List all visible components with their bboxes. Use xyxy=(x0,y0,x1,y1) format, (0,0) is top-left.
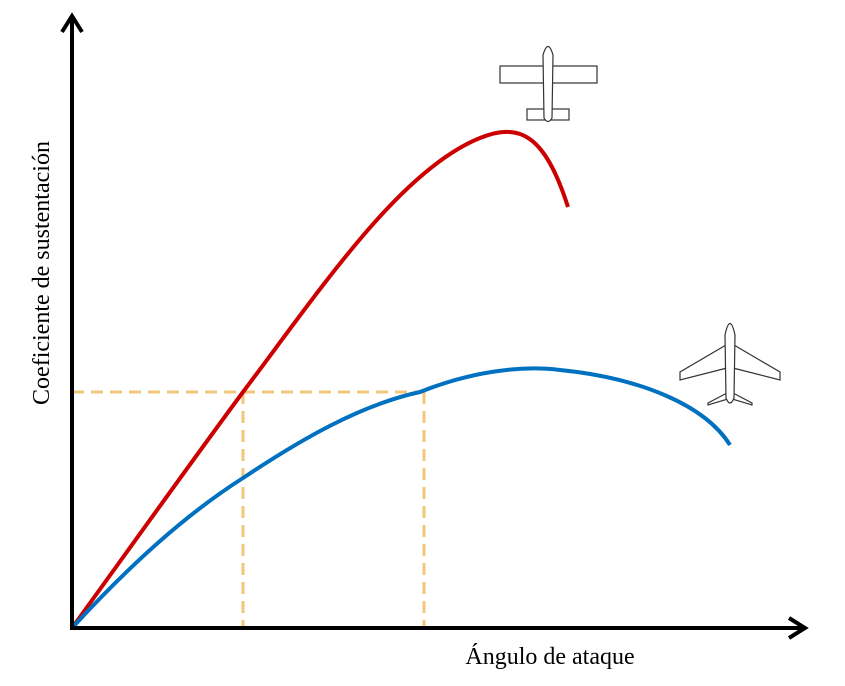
guide-lines xyxy=(72,390,426,628)
propeller-plane-icon xyxy=(499,45,598,123)
curve-jet-aircraft xyxy=(70,366,732,630)
jet-icon xyxy=(679,322,781,406)
y-axis-arrow xyxy=(60,12,84,34)
y-axis-label: Coeficiente de sustentación xyxy=(29,141,55,405)
x-axis-label: Ángulo de ataque xyxy=(465,644,634,670)
axes xyxy=(60,12,809,640)
x-axis-arrow xyxy=(787,616,809,640)
curve-light-aircraft xyxy=(70,129,570,630)
